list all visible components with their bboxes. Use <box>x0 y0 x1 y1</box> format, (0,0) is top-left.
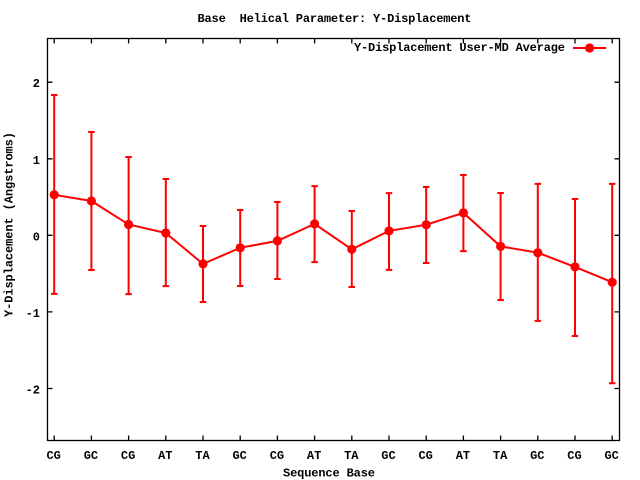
svg-text:-1: -1 <box>26 307 40 321</box>
svg-text:GC: GC <box>232 449 246 463</box>
svg-text:TA: TA <box>195 449 210 463</box>
svg-text:Y-Displacement User-MD Average: Y-Displacement User-MD Average <box>354 41 565 55</box>
svg-text:TA: TA <box>344 449 359 463</box>
svg-text:CG: CG <box>46 449 60 463</box>
svg-text:AT: AT <box>158 449 172 463</box>
svg-text:GC: GC <box>604 449 618 463</box>
svg-text:-2: -2 <box>26 384 40 398</box>
svg-text:Base Helical Parameter: Y-Dis: Base Helical Parameter: Y-Displacement <box>198 12 472 26</box>
svg-text:Sequence Base: Sequence Base <box>283 467 375 480</box>
svg-text:GC: GC <box>84 449 98 463</box>
svg-text:CG: CG <box>418 449 432 463</box>
svg-text:CG: CG <box>567 449 581 463</box>
svg-text:Y-Displacement (Angstroms): Y-Displacement (Angstroms) <box>3 132 17 317</box>
svg-text:CG: CG <box>121 449 135 463</box>
svg-text:AT: AT <box>456 449 470 463</box>
svg-text:1: 1 <box>33 154 40 168</box>
svg-text:GC: GC <box>530 449 544 463</box>
svg-text:AT: AT <box>307 449 321 463</box>
svg-text:0: 0 <box>33 230 40 244</box>
svg-text:2: 2 <box>33 77 40 91</box>
svg-text:CG: CG <box>270 449 284 463</box>
svg-text:TA: TA <box>493 449 508 463</box>
svg-text:GC: GC <box>381 449 395 463</box>
